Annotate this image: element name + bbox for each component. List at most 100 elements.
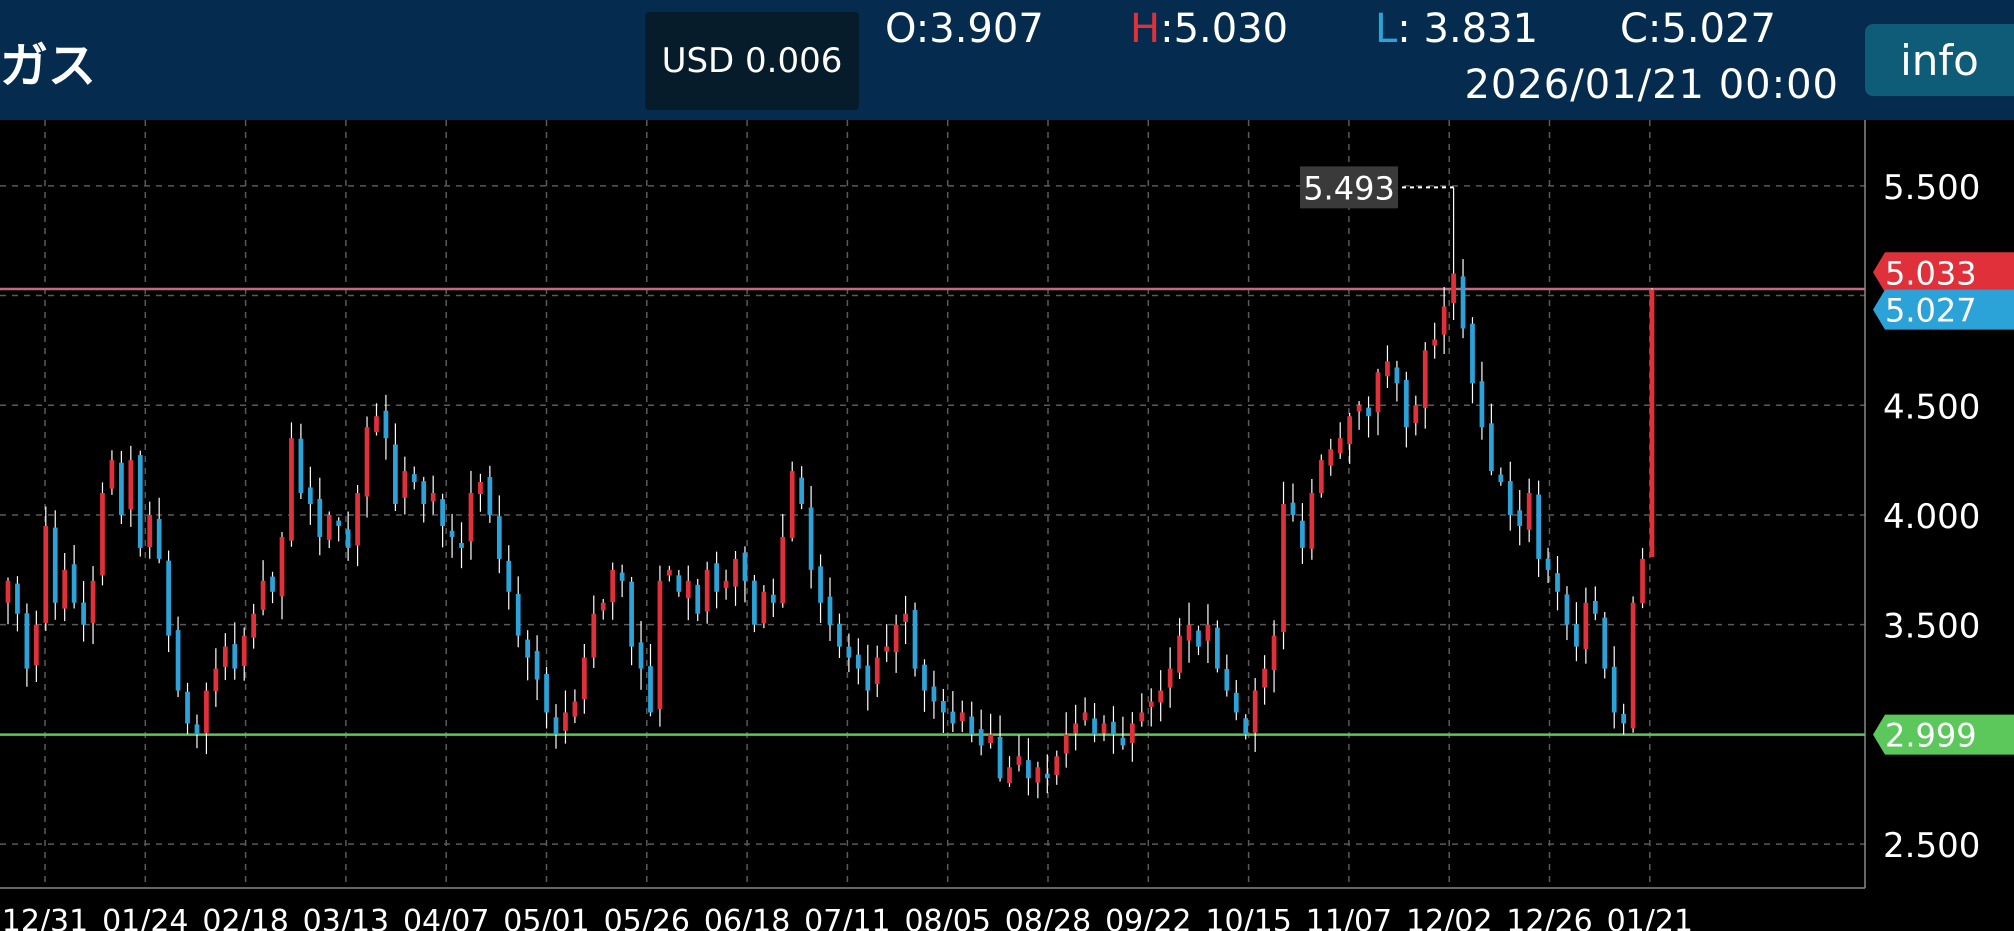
- candle-body: [71, 564, 77, 603]
- candle-body: [752, 580, 757, 625]
- high-value: 5.030: [1173, 6, 1289, 52]
- candle-body: [742, 552, 748, 581]
- candle-body: [402, 471, 408, 498]
- candle-body: [1290, 502, 1296, 515]
- candle-body: [232, 644, 238, 669]
- candle-body: [1129, 723, 1135, 743]
- y-tick-label: 4.000: [1883, 497, 1980, 537]
- candle-body: [459, 543, 464, 548]
- close-key: C:: [1620, 6, 1662, 52]
- candle-body: [610, 569, 616, 603]
- x-tick-label: 08/28: [1005, 904, 1091, 931]
- price-tag-label: 5.033: [1885, 254, 1977, 292]
- candle-body: [884, 646, 890, 652]
- candle-body: [1479, 381, 1485, 428]
- candle-body: [1451, 273, 1456, 304]
- x-tick-label: 12/31: [2, 904, 88, 931]
- candle-body: [1432, 339, 1438, 346]
- candle-body: [270, 576, 275, 592]
- candle-body: [307, 487, 313, 504]
- candle-body: [1167, 668, 1173, 688]
- candle-body: [912, 609, 918, 669]
- candle-body: [1347, 416, 1353, 445]
- candle-body: [761, 591, 767, 624]
- candle-body: [1337, 438, 1343, 454]
- candle-body: [355, 493, 360, 546]
- candle-body: [1281, 504, 1286, 633]
- candle-body: [1621, 713, 1627, 724]
- candle-body: [1583, 602, 1589, 650]
- low-colon: :: [1397, 6, 1411, 52]
- open-value: 3.907: [929, 6, 1044, 52]
- ohlc-close: C:5.027: [1620, 6, 1776, 52]
- candle-body: [714, 563, 719, 592]
- candle-body: [1366, 407, 1371, 417]
- x-tick-label: 04/07: [403, 904, 489, 931]
- candle-body: [1073, 723, 1079, 734]
- candle-body: [1148, 701, 1154, 707]
- candle-body: [950, 711, 956, 724]
- candle-body: [685, 580, 691, 599]
- candle-body: [289, 438, 294, 541]
- candle-body: [1092, 718, 1097, 735]
- candle-body: [1441, 306, 1447, 335]
- candle-body: [1526, 493, 1532, 530]
- x-tick-label: 12/26: [1506, 904, 1592, 931]
- candle-body: [119, 462, 124, 515]
- candle-body: [279, 536, 285, 597]
- candle-body: [1536, 494, 1541, 559]
- candle-body: [1120, 737, 1126, 746]
- candle-body: [1139, 712, 1145, 722]
- candle-body: [393, 444, 398, 504]
- candle-body: [222, 646, 228, 667]
- candle-body: [1413, 405, 1419, 424]
- candle-body: [1602, 617, 1608, 669]
- candle-body: [1233, 692, 1239, 713]
- low-key: L: [1375, 6, 1398, 52]
- max-marker-box: [1300, 166, 1398, 209]
- candle-body: [941, 701, 946, 713]
- candle-body: [1044, 773, 1050, 779]
- candle-body: [1394, 367, 1400, 384]
- candle-body: [1186, 624, 1192, 641]
- info-button[interactable]: info: [1865, 24, 2014, 96]
- candle-body: [5, 580, 11, 603]
- price-tag-label: 5.027: [1885, 292, 1977, 330]
- candle-body: [1460, 276, 1466, 329]
- high-key: H: [1130, 6, 1161, 52]
- candle-body: [430, 493, 436, 502]
- candle-body: [591, 613, 597, 658]
- candle-body: [185, 691, 190, 724]
- candle-body: [166, 560, 171, 636]
- candle-body: [780, 536, 786, 603]
- y-tick-label: 5.500: [1883, 168, 1980, 208]
- candle-body: [1574, 624, 1579, 647]
- candle-body: [1082, 712, 1088, 721]
- candle-body: [241, 635, 247, 666]
- candle-body: [1630, 602, 1636, 729]
- candle-body: [903, 613, 908, 622]
- x-tick-label: 07/11: [804, 904, 890, 931]
- candle-body: [629, 581, 634, 647]
- candle-body: [865, 665, 871, 691]
- candle-body: [383, 410, 389, 439]
- candle-body: [1243, 718, 1249, 735]
- x-tick-label: 03/13: [303, 904, 389, 931]
- max-marker-label: 5.493: [1303, 169, 1395, 207]
- candle-body: [100, 493, 105, 576]
- candle-body: [260, 580, 266, 610]
- candle-body: [1026, 760, 1031, 779]
- price-box: USD 0.006: [645, 12, 859, 110]
- y-tick-label: 2.500: [1883, 826, 1980, 866]
- x-tick-label: 06/18: [704, 904, 790, 931]
- x-tick-label: 01/24: [102, 904, 188, 931]
- candle-body: [62, 569, 68, 609]
- candle-body: [553, 717, 559, 735]
- candle-body: [52, 527, 58, 603]
- candle-body: [770, 594, 776, 603]
- candle-body: [175, 630, 181, 691]
- candle-body: [137, 455, 143, 548]
- candle-body: [515, 593, 521, 636]
- price-tag: [1873, 289, 2014, 330]
